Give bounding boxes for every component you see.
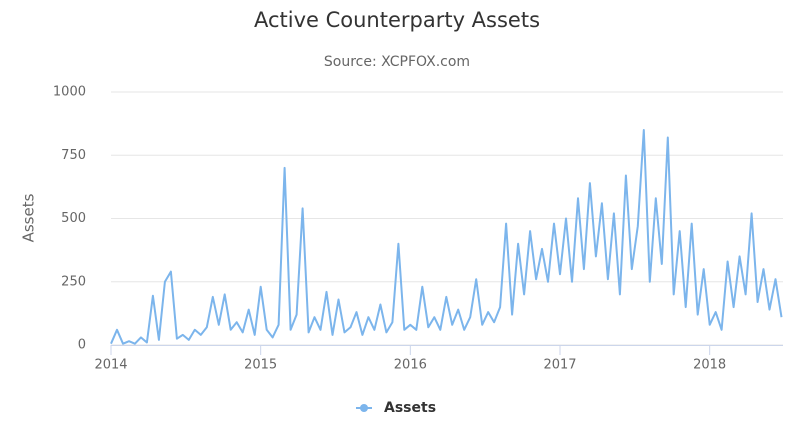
- x-tick-label: 2017: [543, 358, 576, 373]
- chart-subtitle: Source: XCPFOX.com: [324, 54, 470, 70]
- chart-title: Active Counterparty Assets: [254, 8, 540, 32]
- y-tick-label: 1000: [53, 85, 86, 100]
- series-line: [110, 129, 783, 345]
- x-tick-label: 2016: [394, 358, 427, 373]
- x-tick-label: 2015: [244, 358, 277, 373]
- x-tick-label: 2014: [94, 358, 127, 373]
- y-tick-label: 0: [78, 338, 86, 353]
- legend-symbol-marker: [360, 404, 368, 412]
- y-axis-label: Assets: [20, 193, 38, 242]
- y-tick-label: 500: [61, 211, 86, 226]
- legend-label: Assets: [384, 400, 436, 416]
- y-tick-label: 250: [61, 274, 86, 289]
- y-tick-label: 750: [61, 148, 86, 163]
- x-tick-label: 2018: [693, 358, 726, 373]
